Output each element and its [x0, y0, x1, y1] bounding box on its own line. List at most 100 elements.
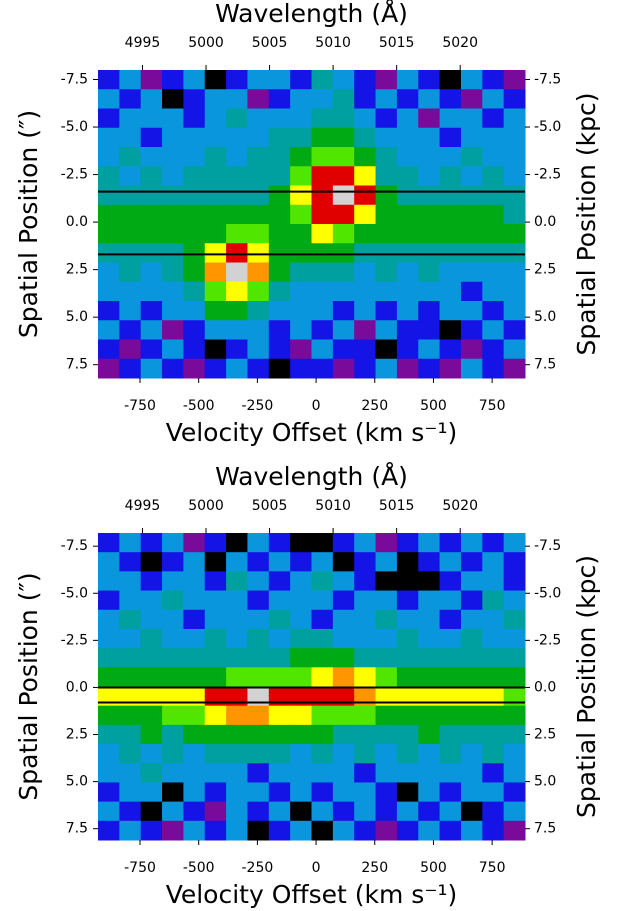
heatmap-cell: [311, 262, 334, 283]
heatmap-cell: [396, 533, 419, 553]
heatmap-cell: [354, 628, 377, 649]
heatmap-cell: [204, 801, 227, 822]
heatmap-cell: [204, 185, 227, 206]
heatmap-cell: [119, 70, 142, 90]
x-tick-label: 750: [479, 398, 506, 414]
heatmap-cell: [418, 686, 441, 707]
y-tick-label: -7.5: [61, 72, 88, 88]
y2-tick-label: 0.0: [534, 679, 556, 695]
heatmap-cell: [439, 820, 462, 841]
heatmap-cell: [204, 571, 227, 592]
heatmap-cell: [162, 243, 184, 263]
heatmap-cell: [482, 262, 505, 283]
heatmap-cell: [204, 89, 227, 109]
heatmap-cell: [439, 301, 462, 321]
heatmap-cell: [311, 204, 334, 225]
heatmap-cell: [268, 571, 291, 592]
heatmap-cell: [503, 533, 526, 553]
heatmap-cell: [396, 609, 419, 630]
heatmap-cell: [332, 571, 355, 592]
heatmap-cell: [268, 224, 291, 244]
heatmap-cell: [204, 70, 227, 90]
heatmap-cell: [140, 533, 163, 553]
heatmap-cell: [140, 70, 163, 90]
heatmap-cell: [482, 628, 505, 649]
heatmap-cell: [290, 552, 312, 572]
y2-tick-label: 0.0: [534, 214, 556, 230]
heatmap-cell: [247, 108, 270, 129]
heatmap-cell: [98, 301, 120, 321]
heatmap-cell: [375, 70, 398, 90]
heatmap-cell: [503, 705, 526, 726]
heatmap-cell: [204, 744, 227, 764]
x-tick-label: 750: [479, 860, 506, 876]
heatmap-cell: [98, 243, 120, 263]
heatmap-cell: [162, 339, 184, 360]
heatmap-cell: [290, 339, 312, 360]
heatmap-cell: [162, 667, 184, 687]
heatmap-cell: [140, 358, 163, 379]
heatmap-cell: [226, 609, 248, 630]
heatmap-cell: [140, 782, 163, 803]
heatmap-cell: [375, 127, 398, 148]
heatmap-cell: [247, 320, 270, 340]
heatmap-cell: [226, 667, 248, 687]
heatmap-cell: [332, 262, 355, 283]
heatmap-cell: [439, 724, 462, 745]
heatmap-cell: [460, 185, 483, 206]
heatmap-cell: [311, 609, 334, 630]
heatmap-cell: [268, 590, 291, 611]
heatmap-cell: [503, 320, 526, 340]
y2-tick-label: 5.0: [534, 774, 556, 790]
heatmap-cell: [311, 628, 334, 649]
heatmap-cell: [354, 590, 377, 611]
heatmap-cell: [418, 108, 441, 129]
heatmap-cell: [183, 590, 206, 611]
heatmap-cell: [290, 628, 312, 649]
heatmap-cell: [460, 166, 483, 186]
heatmap-cell: [162, 533, 184, 553]
heatmap-cell: [375, 224, 398, 244]
heatmap-cell: [162, 744, 184, 764]
heatmap-cell: [354, 339, 377, 360]
heatmap-cell: [162, 166, 184, 186]
y2-tick-label: -2.5: [534, 632, 561, 648]
heatmap-cell: [98, 571, 120, 592]
heatmap-cell: [98, 724, 120, 745]
heatmap-cell: [98, 127, 120, 148]
heatmap-cell: [460, 724, 483, 745]
heatmap-cell: [247, 648, 270, 668]
heatmap-cell: [396, 820, 419, 841]
heatmap-cell: [119, 571, 142, 592]
heatmap-cell: [290, 147, 312, 167]
heatmap-cell: [503, 782, 526, 803]
heatmap-cell: [503, 571, 526, 592]
heatmap-cell: [98, 320, 120, 340]
heatmap-cell: [140, 552, 163, 572]
heatmap-cell: [226, 763, 248, 783]
heatmap-cell: [375, 281, 398, 302]
heatmap-cell: [247, 243, 270, 263]
heatmap-cell: [162, 590, 184, 611]
heatmap-cell: [311, 243, 334, 263]
heatmap-cell: [204, 533, 227, 553]
x-tick-label: 500: [420, 398, 447, 414]
heatmap-cell: [119, 108, 142, 129]
heatmap-cell: [396, 667, 419, 687]
heatmap-cell: [482, 204, 505, 225]
heatmap-cell: [482, 281, 505, 302]
heatmap-cell: [482, 552, 505, 572]
heatmap-cell: [332, 590, 355, 611]
heatmap-cell: [396, 705, 419, 726]
x2-tick-label: 5020: [442, 35, 478, 51]
heatmap-cell: [226, 243, 248, 263]
heatmap-cell: [439, 224, 462, 244]
heatmap-cell: [268, 724, 291, 745]
heatmap-cell: [119, 224, 142, 244]
heatmap-cell: [332, 89, 355, 109]
heatmap-cell: [98, 89, 120, 109]
heatmap-cell: [268, 166, 291, 186]
heatmap-cell: [290, 166, 312, 186]
heatmap-cell: [226, 204, 248, 225]
